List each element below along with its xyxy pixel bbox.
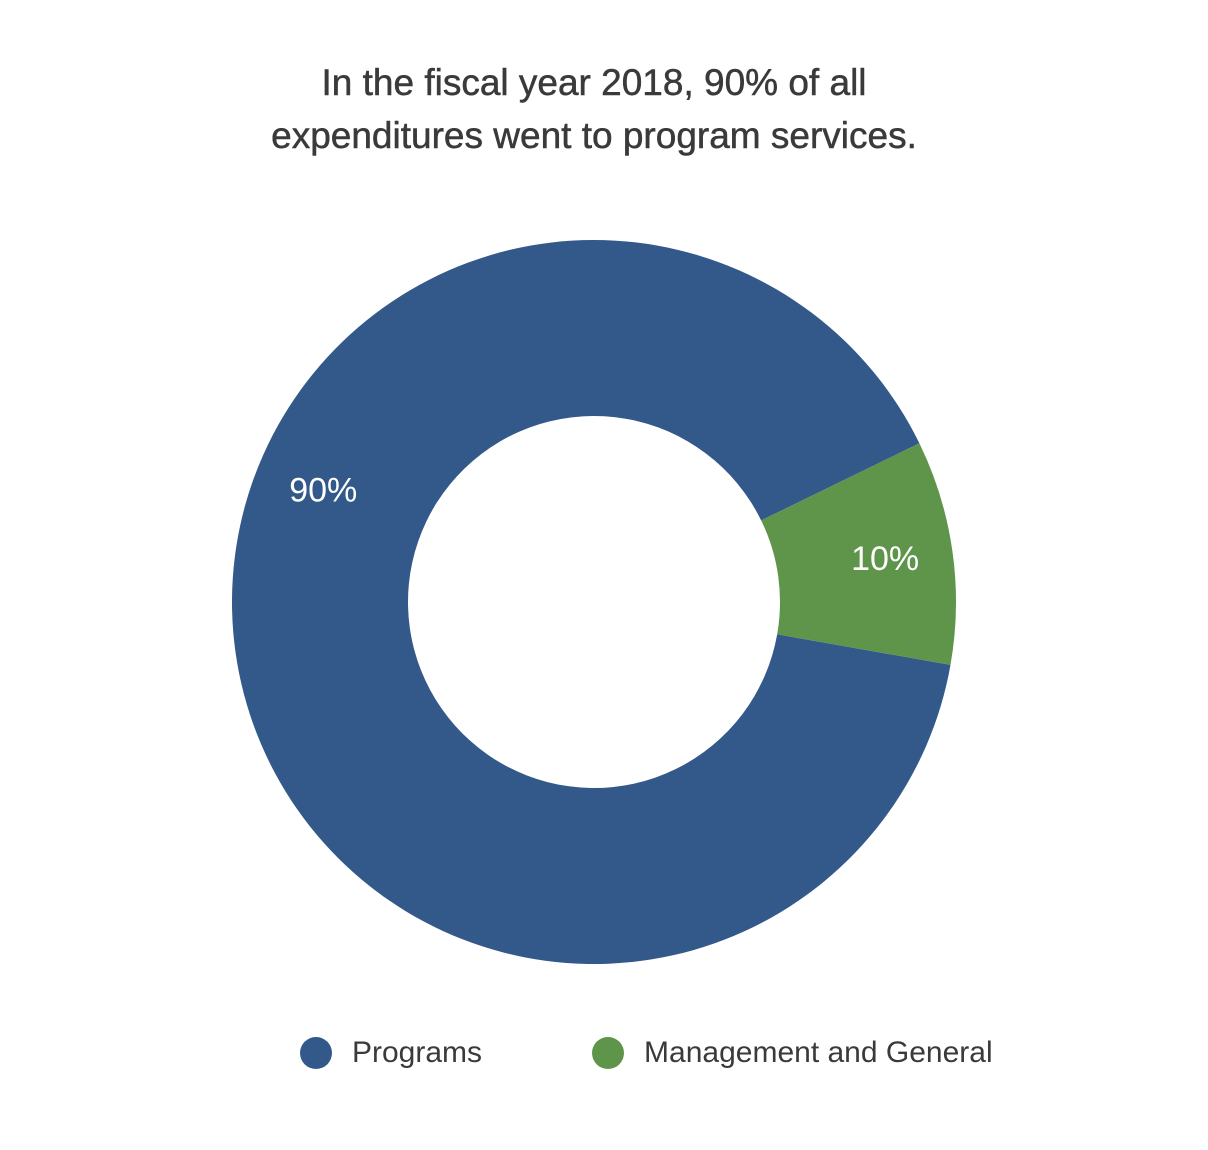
slice-labels-layer: 90% 10% <box>289 472 919 578</box>
slice-management-and-general[interactable] <box>761 443 956 665</box>
legend-label-programs: Programs <box>352 1036 483 1069</box>
legend-item-programs[interactable]: Programs <box>300 1036 482 1070</box>
legend: Programs Management and General <box>300 1036 1103 1070</box>
slices-layer <box>232 240 956 965</box>
chart-title: In the fiscal year 2018, 90% of all expe… <box>271 62 917 157</box>
legend-item-management-and-general[interactable]: Management and General <box>592 1036 993 1070</box>
legend-label-management-and-general: Management and General <box>644 1036 993 1069</box>
legend-swatch-management-and-general <box>592 1037 625 1069</box>
legend-swatch-programs <box>300 1037 332 1069</box>
slice-label-management-and-general: 10% <box>851 540 919 578</box>
slice-programs[interactable] <box>232 240 951 965</box>
slice-label-programs: 90% <box>289 472 357 510</box>
